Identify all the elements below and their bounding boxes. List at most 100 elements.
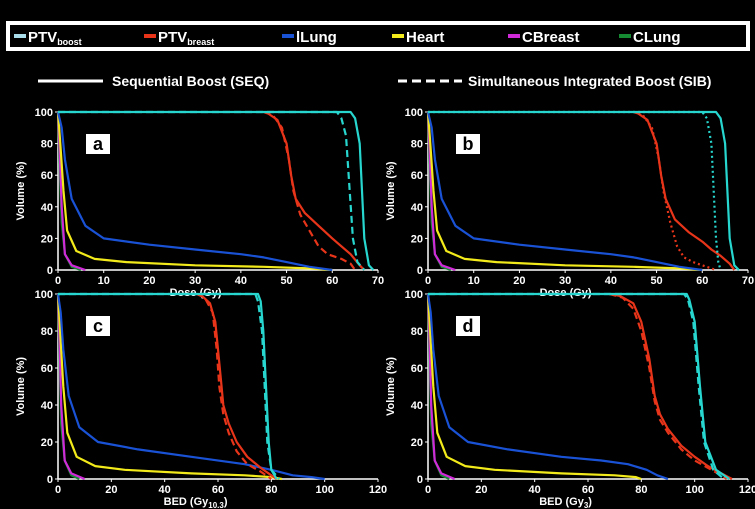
x-tick-label: 0: [425, 484, 431, 496]
panel-label: b: [463, 134, 474, 154]
series-heart-seq: [426, 111, 703, 272]
line-style-legend: Sequential Boost (SEQ) Simultaneous Integ…: [38, 73, 711, 89]
x-tick-label: 70: [742, 275, 754, 287]
y-tick-label: 100: [405, 107, 423, 119]
series-heart-seq: [56, 293, 283, 481]
y-tick-label: 0: [417, 474, 423, 486]
series-ptv-boost-seq: [428, 292, 730, 480]
x-axis-label-end: ): [588, 496, 592, 508]
y-tick-label: 80: [411, 326, 423, 338]
x-tick-label: 0: [425, 275, 431, 287]
series-ptv-breast-sib: [196, 293, 272, 480]
series-llung-seq: [426, 293, 669, 481]
x-tick-label: 40: [159, 484, 171, 496]
x-tick-label: 30: [559, 275, 571, 287]
series-ptv-breast-sib: [609, 292, 728, 480]
series-llung-seq: [56, 111, 333, 272]
y-tick-label: 80: [41, 139, 53, 151]
x-tick-label: 10: [98, 275, 110, 287]
legend-label-5: CLung: [633, 29, 680, 46]
x-tick-label: 60: [582, 484, 594, 496]
y-tick-label: 0: [47, 265, 53, 277]
legend-label-4: CBreast: [522, 29, 580, 46]
series-heart-seq: [426, 293, 642, 481]
series-llung-seq: [426, 111, 703, 272]
y-tick-label: 60: [41, 170, 53, 182]
series-ptv-breast-sib: [633, 110, 717, 272]
style-label-seq: Sequential Boost (SEQ): [112, 73, 269, 89]
series-ptv-breast-seq: [196, 292, 278, 480]
x-tick-label: 60: [326, 275, 338, 287]
style-label-sib: Simultaneous Integrated Boost (SIB): [468, 73, 711, 89]
panel-label-box: [456, 134, 480, 154]
y-tick-label: 100: [35, 289, 53, 301]
x-tick-label: 0: [55, 484, 61, 496]
x-axis-label-sub: 10.3: [208, 501, 224, 509]
panel-label: a: [93, 134, 104, 154]
x-axis-label-main: BED (Gy: [164, 496, 210, 508]
panel-label-box: [86, 134, 110, 154]
series-ptv-boost-sib: [58, 110, 366, 271]
y-tick-label: 40: [41, 400, 53, 412]
series-ptv-boost-seq: [58, 110, 375, 271]
y-tick-label: 80: [411, 139, 423, 151]
series-heart-seq: [56, 111, 333, 272]
y-tick-label: 0: [417, 265, 423, 277]
x-tick-label: 20: [105, 484, 117, 496]
series-ptv-boost-seq: [428, 110, 740, 271]
x-axis-label: BED (Gy10.3): [164, 496, 228, 509]
x-tick-label: 60: [212, 484, 224, 496]
panel-c: 0 20 40 60 80 100 0 20 40 60 80 100 120 BED (Gy10.3) V…: [15, 289, 387, 509]
x-tick-label: 50: [650, 275, 662, 287]
y-tick-label: 40: [411, 400, 423, 412]
x-tick-label: 100: [685, 484, 703, 496]
x-tick-label: 100: [315, 484, 333, 496]
x-axis-label: BED (Gy3): [539, 496, 592, 509]
series-ptv-breast-sib: [263, 110, 356, 271]
y-tick-label: 100: [405, 289, 423, 301]
x-tick-label: 0: [55, 275, 61, 287]
y-tick-label: 40: [411, 202, 423, 214]
panel-d: 0 20 40 60 80 100 0 20 40 60 80 100 120 BED (Gy3) Volu…: [385, 289, 755, 509]
series-ptv-boost-sib: [428, 110, 722, 271]
legend-label-3: Heart: [406, 29, 444, 46]
y-axis-label: Volume (%): [15, 161, 27, 220]
y-axis-label: Volume (%): [385, 357, 397, 416]
x-tick-label: 20: [143, 275, 155, 287]
x-axis-label-sub: 3: [584, 501, 589, 509]
y-tick-label: 60: [411, 170, 423, 182]
structure-legend: PTVboost PTVbreast lLung Heart CBreast CLung: [6, 21, 750, 51]
legend-label-sub-1: breast: [187, 37, 214, 47]
series-llung-seq: [56, 293, 325, 481]
x-tick-label: 20: [475, 484, 487, 496]
y-axis-label: Volume (%): [385, 161, 397, 220]
x-tick-label: 80: [265, 484, 277, 496]
x-tick-label: 80: [635, 484, 647, 496]
y-tick-label: 80: [41, 326, 53, 338]
x-axis-label-end: ): [224, 496, 228, 508]
x-tick-label: 50: [280, 275, 292, 287]
legend-box-inner: [10, 25, 746, 47]
y-axis-label: Volume (%): [15, 357, 27, 416]
y-tick-label: 60: [411, 363, 423, 375]
x-axis-label-main: BED (Gy: [539, 496, 585, 508]
series-ptv-boost-sib: [58, 292, 281, 480]
panel-label-box: [86, 316, 110, 336]
panel-label: d: [463, 316, 474, 336]
series-ptv-boost-sib: [428, 292, 725, 480]
x-tick-label: 70: [372, 275, 384, 287]
x-tick-label: 10: [468, 275, 480, 287]
x-tick-label: 40: [235, 275, 247, 287]
y-tick-label: 40: [41, 202, 53, 214]
y-tick-label: 60: [41, 363, 53, 375]
x-tick-label: 20: [513, 275, 525, 287]
y-tick-label: 20: [41, 233, 53, 245]
series-ptv-breast-seq: [609, 292, 733, 480]
legend-label-sub-0: boost: [57, 37, 82, 47]
x-tick-label: 40: [605, 275, 617, 287]
